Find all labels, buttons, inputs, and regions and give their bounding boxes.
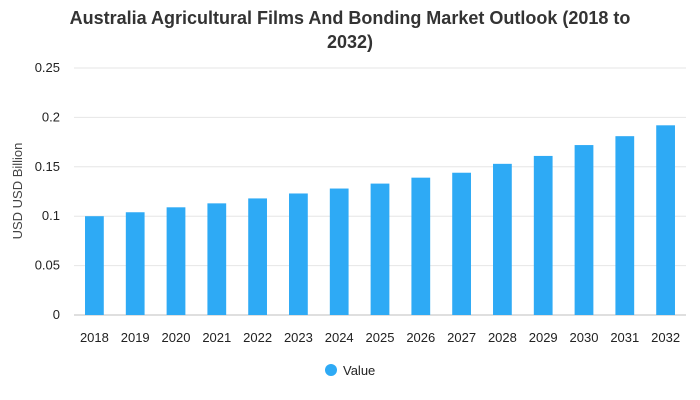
x-tick-label: 2032 bbox=[651, 330, 680, 345]
bar-2020[interactable] bbox=[166, 207, 186, 315]
chart-title-line-1: Australia Agricultural Films And Bonding… bbox=[70, 8, 631, 28]
x-tick-label: 2019 bbox=[121, 330, 150, 345]
x-tick-label: 2028 bbox=[488, 330, 517, 345]
bar-2027[interactable] bbox=[452, 172, 471, 315]
y-axis-label: USD USD Billion bbox=[10, 143, 25, 240]
x-tick-label: 2027 bbox=[447, 330, 476, 345]
y-tick-label: 0.25 bbox=[35, 60, 60, 75]
bar-2025[interactable] bbox=[370, 183, 390, 315]
bar-2022[interactable] bbox=[248, 198, 267, 315]
x-tick-label: 2022 bbox=[243, 330, 272, 345]
y-tick-label: 0.15 bbox=[35, 159, 60, 174]
x-tick-label: 2029 bbox=[529, 330, 558, 345]
y-tick-label: 0 bbox=[53, 307, 60, 322]
bar-2023[interactable] bbox=[289, 193, 308, 315]
y-tick-label: 0.2 bbox=[42, 109, 60, 124]
bar-2029[interactable] bbox=[533, 155, 553, 315]
legend-swatch-value bbox=[325, 364, 337, 376]
y-tick-label: 0.05 bbox=[35, 258, 60, 273]
x-tick-label: 2018 bbox=[80, 330, 109, 345]
x-tick-label: 2020 bbox=[162, 330, 191, 345]
x-tick-label: 2023 bbox=[284, 330, 313, 345]
bar-2031[interactable] bbox=[615, 136, 635, 315]
x-tick-label: 2024 bbox=[325, 330, 354, 345]
bar-2032[interactable] bbox=[656, 125, 675, 315]
x-tick-label: 2031 bbox=[610, 330, 639, 345]
y-axis-ticks: 0 0.05 0.1 0.15 0.2 0.25 bbox=[35, 60, 60, 322]
legend-label-value: Value bbox=[343, 363, 375, 378]
bars bbox=[85, 125, 675, 315]
bar-2028[interactable] bbox=[493, 163, 512, 315]
legend[interactable]: Value bbox=[325, 363, 375, 378]
bar-2024[interactable] bbox=[329, 188, 349, 315]
bar-2030[interactable] bbox=[574, 145, 594, 315]
bar-2026[interactable] bbox=[411, 177, 431, 315]
bar-2019[interactable] bbox=[125, 212, 145, 315]
y-tick-label: 0.1 bbox=[42, 208, 60, 223]
x-tick-label: 2021 bbox=[202, 330, 231, 345]
bar-2018[interactable] bbox=[85, 216, 104, 315]
chart-title-line-2: 2032) bbox=[327, 32, 373, 52]
bar-2021[interactable] bbox=[207, 203, 227, 315]
x-tick-label: 2025 bbox=[366, 330, 395, 345]
x-axis-ticks: 2018 2019 2020 2021 2022 2023 2024 2025 2026 2027… bbox=[80, 330, 680, 345]
x-tick-label: 2030 bbox=[570, 330, 599, 345]
x-tick-label: 2026 bbox=[406, 330, 435, 345]
